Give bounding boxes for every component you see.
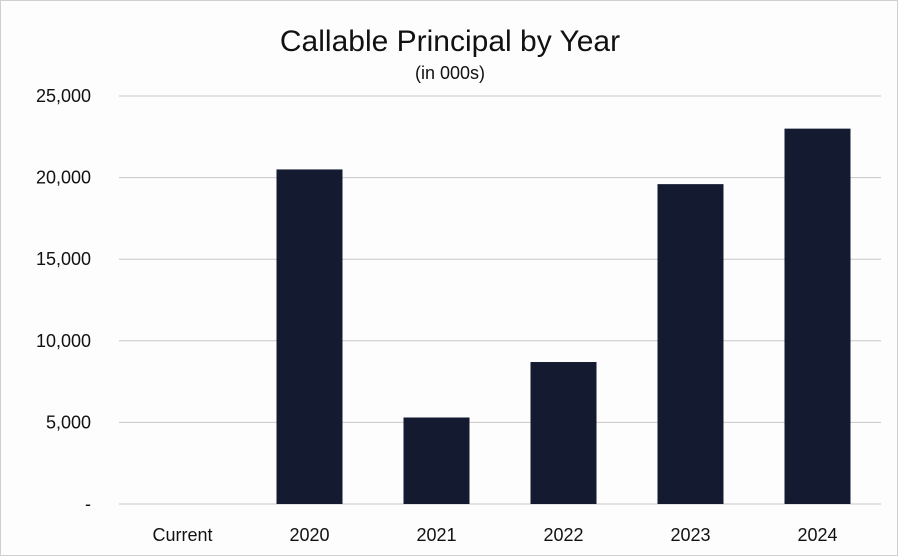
x-tick-label: 2024 xyxy=(797,525,837,545)
x-tick-label: Current xyxy=(152,525,212,545)
y-tick-label: 15,000 xyxy=(36,249,91,269)
bar-2021 xyxy=(403,417,470,504)
y-tick-label: 5,000 xyxy=(46,412,91,432)
chart-title: Callable Principal by Year xyxy=(279,25,621,58)
x-axis-ticks: Current 2020 2021 2022 2023 2024 xyxy=(152,525,837,545)
y-tick-label: 20,000 xyxy=(36,168,91,188)
bar-2023 xyxy=(657,184,724,505)
y-axis-ticks: - 5,000 10,000 15,000 20,000 25,000 xyxy=(36,86,91,514)
bar-2024 xyxy=(784,128,851,504)
y-tick-label: 25,000 xyxy=(36,86,91,106)
x-tick-label: 2021 xyxy=(416,525,456,545)
gridlines xyxy=(119,95,881,505)
bar-2022 xyxy=(530,362,597,504)
chart-subtitle: (in 000s) xyxy=(414,63,486,83)
x-tick-label: 2020 xyxy=(289,525,329,545)
y-tick-label: - xyxy=(85,494,91,514)
x-tick-label: 2023 xyxy=(670,525,710,545)
x-tick-label: 2022 xyxy=(543,525,583,545)
bars xyxy=(276,128,851,505)
bar-2020 xyxy=(276,169,343,504)
y-tick-label: 10,000 xyxy=(36,331,91,351)
